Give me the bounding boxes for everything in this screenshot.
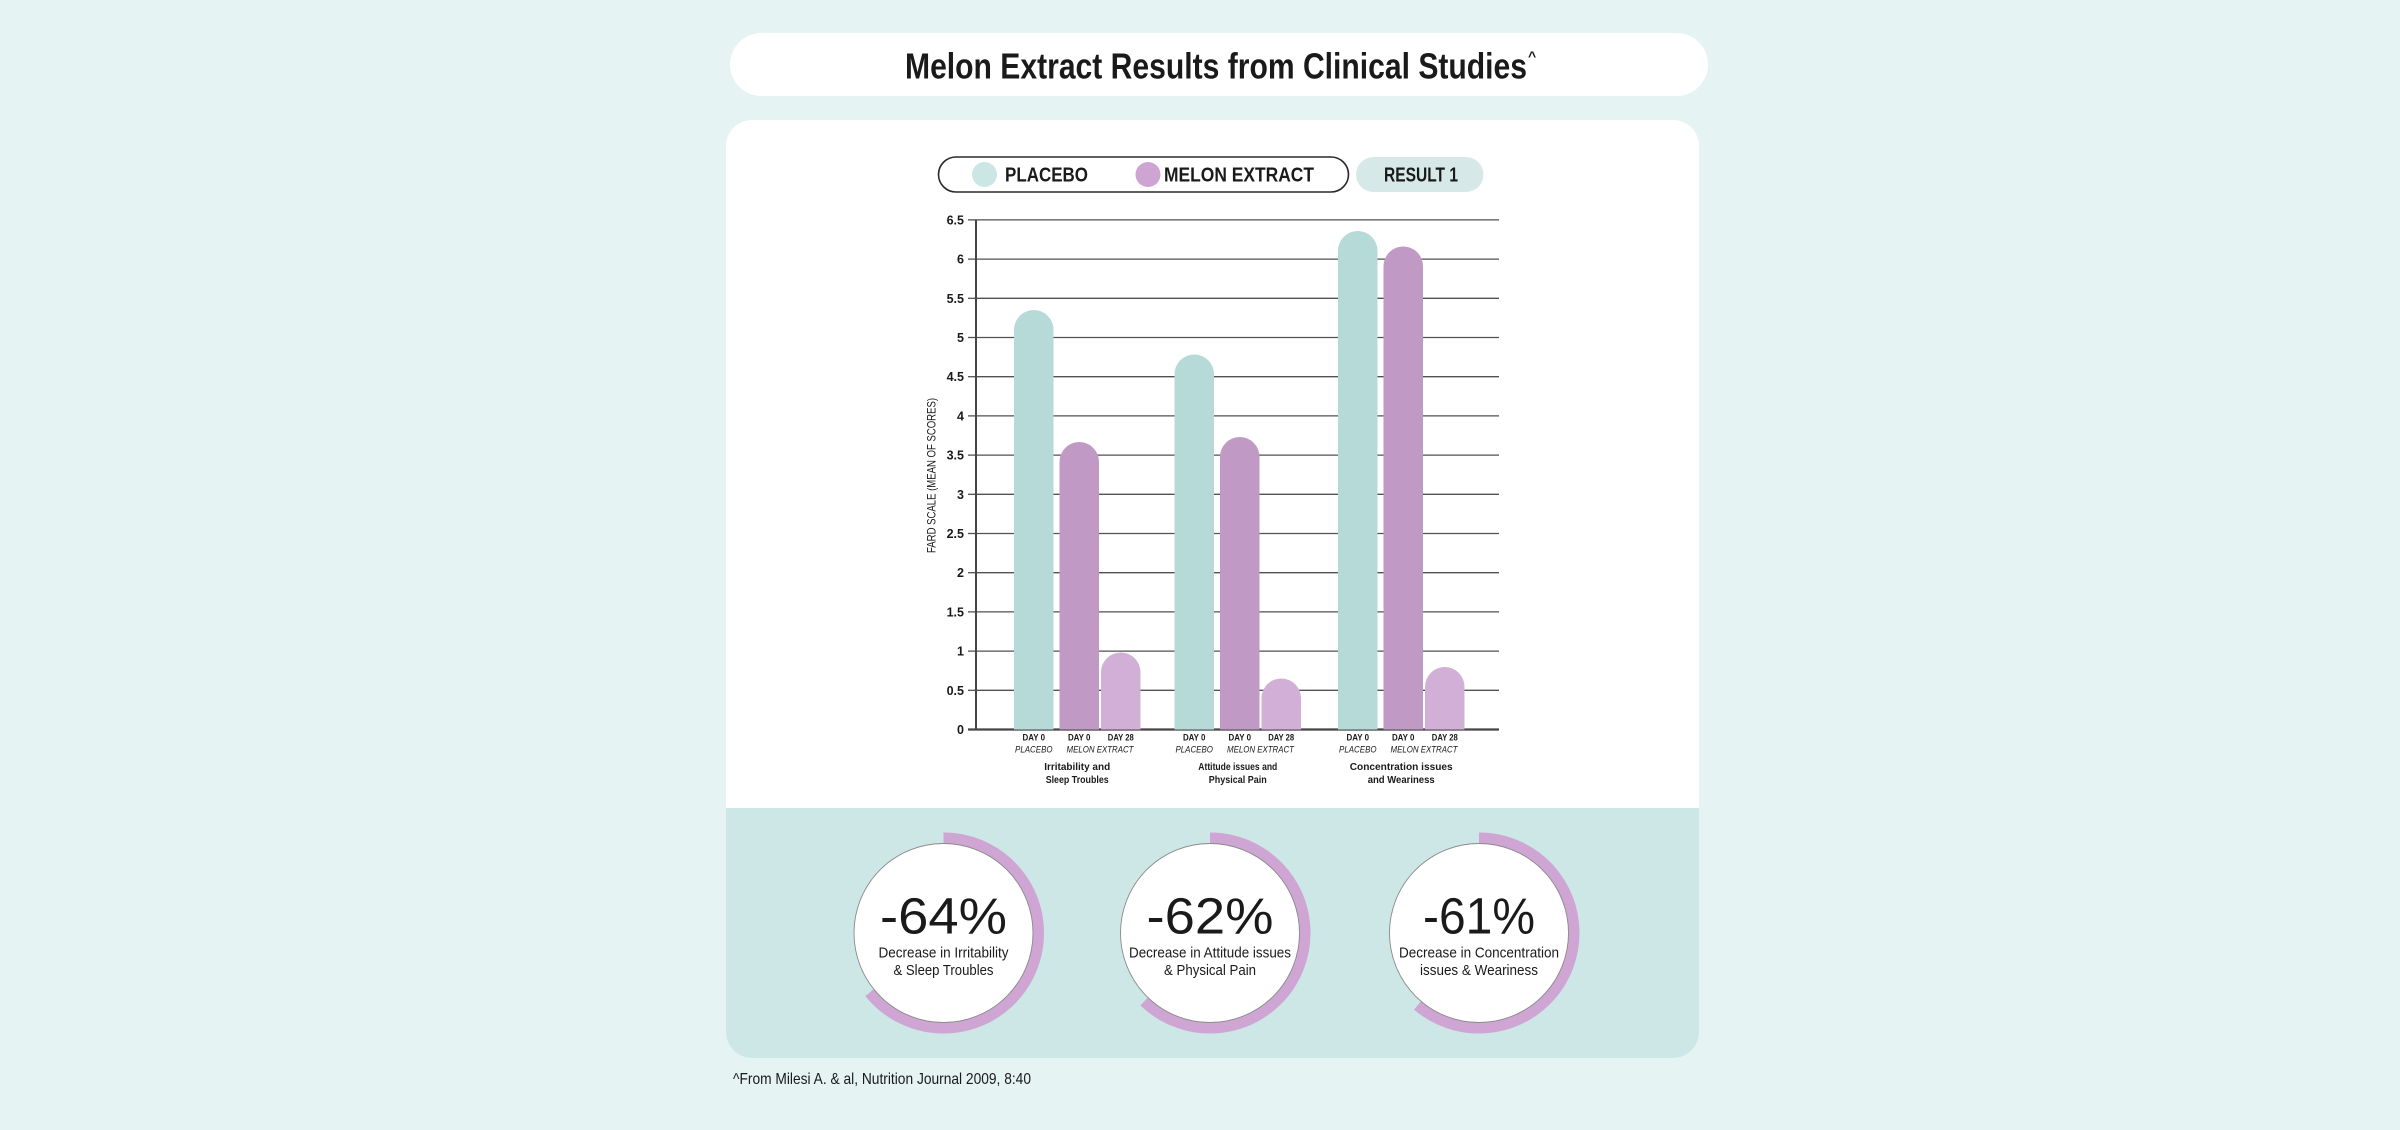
svg-text:MELON EXTRACT: MELON EXTRACT [1164, 165, 1314, 187]
svg-text:3: 3 [957, 488, 964, 502]
svg-text:Physical Pain: Physical Pain [1209, 774, 1267, 786]
svg-text:DAY 0: DAY 0 [1068, 733, 1091, 744]
svg-text:DAY 0: DAY 0 [1392, 733, 1415, 744]
svg-text:^: ^ [1528, 48, 1536, 64]
svg-text:Attitude issues and: Attitude issues and [1198, 761, 1277, 773]
svg-text:DAY 28: DAY 28 [1108, 733, 1134, 744]
svg-text:2.5: 2.5 [947, 527, 964, 541]
svg-text:PLACEBO: PLACEBO [1175, 745, 1213, 756]
svg-text:DAY 0: DAY 0 [1183, 733, 1206, 744]
svg-text:1: 1 [957, 645, 964, 659]
svg-text:Concentration issues: Concentration issues [1350, 761, 1453, 773]
svg-text:and Weariness: and Weariness [1368, 774, 1435, 786]
svg-text:1.5: 1.5 [947, 605, 964, 619]
svg-text:Decrease in Concentration: Decrease in Concentration [1399, 945, 1559, 962]
svg-text:DAY 0: DAY 0 [1347, 733, 1370, 744]
svg-text:MELON EXTRACT: MELON EXTRACT [1227, 745, 1295, 756]
svg-text:DAY 0: DAY 0 [1229, 733, 1252, 744]
svg-text:0: 0 [957, 723, 964, 737]
svg-text:-64%: -64% [880, 888, 1007, 945]
svg-text:PLACEBO: PLACEBO [1005, 165, 1088, 187]
svg-text:DAY 28: DAY 28 [1268, 733, 1294, 744]
svg-text:^From Milesi A. & al, Nutritio: ^From Milesi A. & al, Nutrition Journal … [733, 1071, 1031, 1088]
svg-text:RESULT 1: RESULT 1 [1384, 165, 1458, 187]
svg-text:6: 6 [957, 253, 964, 267]
svg-text:& Physical Pain: & Physical Pain [1164, 962, 1256, 979]
svg-text:PLACEBO: PLACEBO [1339, 745, 1377, 756]
svg-text:Irritability and: Irritability and [1044, 761, 1110, 773]
svg-text:-61%: -61% [1423, 888, 1535, 945]
svg-text:5.5: 5.5 [947, 292, 964, 306]
svg-text:2: 2 [957, 566, 964, 580]
svg-text:DAY 28: DAY 28 [1432, 733, 1458, 744]
svg-text:3.5: 3.5 [947, 449, 964, 463]
svg-text:MELON EXTRACT: MELON EXTRACT [1067, 745, 1135, 756]
svg-text:4.5: 4.5 [947, 370, 964, 384]
svg-text:6.5: 6.5 [947, 213, 964, 227]
svg-text:Decrease in Attitude issues: Decrease in Attitude issues [1129, 945, 1291, 962]
svg-text:PLACEBO: PLACEBO [1015, 745, 1053, 756]
svg-text:Melon Extract Results from Cli: Melon Extract Results from Clinical Stud… [905, 46, 1527, 87]
svg-text:5: 5 [957, 331, 964, 345]
svg-text:issues & Weariness: issues & Weariness [1420, 962, 1538, 979]
svg-text:FARD SCALE (MEAN OF SCORES): FARD SCALE (MEAN OF SCORES) [925, 398, 939, 553]
svg-text:0.5: 0.5 [947, 684, 964, 698]
svg-text:Sleep Troubles: Sleep Troubles [1046, 774, 1109, 786]
svg-text:MELON EXTRACT: MELON EXTRACT [1391, 745, 1459, 756]
svg-text:& Sleep Troubles: & Sleep Troubles [894, 962, 994, 979]
svg-text:DAY 0: DAY 0 [1023, 733, 1046, 744]
svg-text:Decrease in Irritability: Decrease in Irritability [879, 945, 1009, 962]
svg-text:4: 4 [957, 409, 964, 423]
svg-text:-62%: -62% [1147, 888, 1274, 945]
